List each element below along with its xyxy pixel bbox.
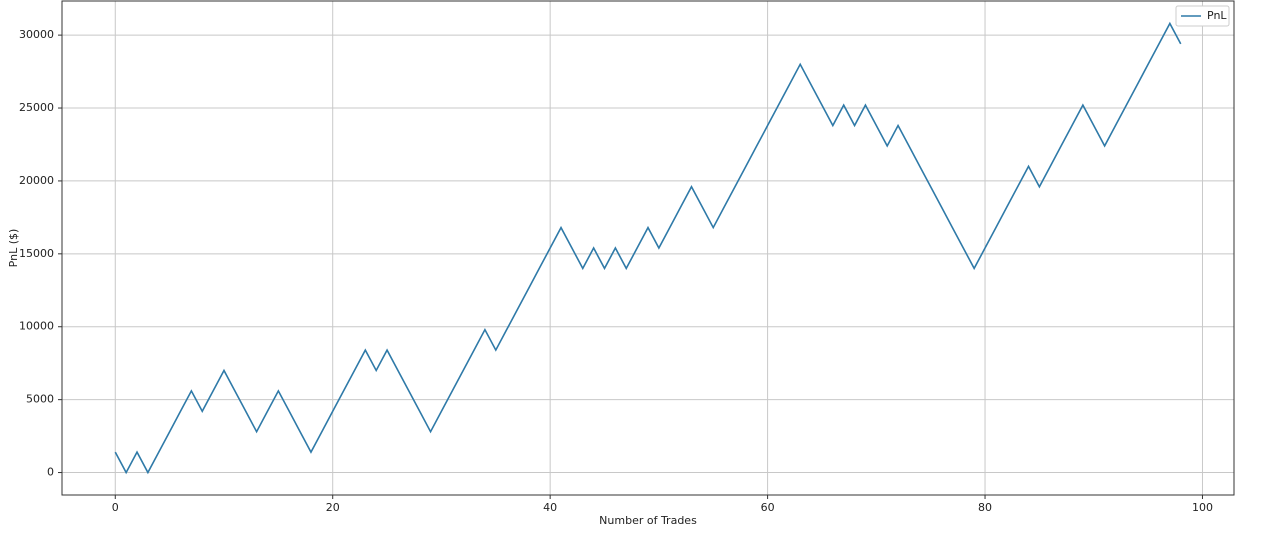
x-tick-label: 40	[543, 501, 557, 514]
legend-label: PnL	[1207, 9, 1227, 22]
x-tick-label: 60	[761, 501, 775, 514]
x-tick-label: 0	[112, 501, 119, 514]
x-axis-label: Number of Trades	[599, 514, 697, 527]
legend-box	[1175, 5, 1230, 27]
y-axis-label: PnL ($)	[7, 229, 20, 268]
y-tick-label: 25000	[19, 101, 54, 114]
y-tick-label: 20000	[19, 174, 54, 187]
y-tick-label: 10000	[19, 320, 54, 333]
y-tick-label: 0	[47, 466, 54, 479]
y-tick-label: 30000	[19, 28, 54, 41]
line	[114, 21, 1182, 475]
y-tick-label: 15000	[19, 247, 54, 260]
x-tick-label: 20	[326, 501, 340, 514]
plot-frame	[61, 0, 1235, 496]
x-tick-label: 80	[978, 501, 992, 514]
y-tick-label: 5000	[26, 393, 54, 406]
x-tick-label: 100	[1192, 501, 1213, 514]
